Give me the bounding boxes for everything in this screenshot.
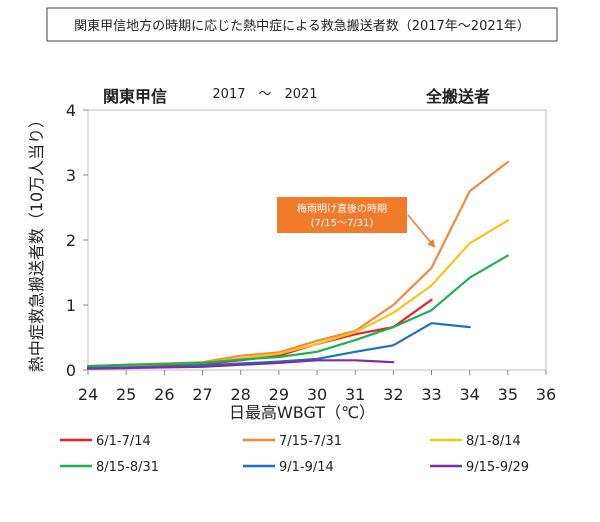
annotation: 梅雨明け直後の時期 (7/15～7/31) (277, 197, 436, 248)
y-tick-label: 0 (66, 361, 76, 380)
x-tick-label: 27 (192, 385, 212, 404)
legend-label-3: 8/1-8/14 (466, 434, 521, 449)
series-line-4 (86, 254, 509, 368)
series-lines (86, 160, 509, 370)
x-tick-label: 29 (269, 385, 289, 404)
legend-label-1: 6/1-7/14 (96, 434, 151, 449)
legend: 6/1-7/14 7/15-7/31 8/1-8/14 8/15-8/31 9/1-9/… (60, 434, 529, 475)
annotation-box (277, 197, 407, 233)
x-tick-label: 36 (536, 385, 556, 404)
x-tick-label: 25 (116, 385, 136, 404)
legend-label-5: 9/1-9/14 (279, 460, 334, 475)
x-tick-label: 30 (307, 385, 327, 404)
y-tick-label: 3 (66, 166, 76, 185)
x-tick-label: 31 (345, 385, 365, 404)
annotation-arrowhead (427, 239, 436, 248)
x-tick-label: 28 (230, 385, 250, 404)
series-line-2 (86, 160, 509, 368)
x-axis-title: 日最高WBGT（℃） (229, 403, 375, 422)
subtitle-region: 関東甲信 (103, 87, 167, 106)
y-tick-label: 2 (66, 231, 76, 250)
annotation-arrow (407, 214, 431, 243)
y-tick-label: 4 (66, 101, 76, 120)
title-box (46, 7, 558, 42)
series-line-5 (86, 322, 471, 370)
annotation-line1: 梅雨明け直後の時期 (297, 202, 387, 215)
series-line-6 (86, 359, 395, 370)
x-axis-ticks: 24 25 26 27 28 29 30 31 32 33 34 35 36 (78, 370, 556, 404)
x-tick-label: 33 (421, 385, 441, 404)
y-tick-label: 1 (66, 296, 76, 315)
x-tick-label: 35 (498, 385, 518, 404)
y-axis-ticks: 0 1 2 3 4 (66, 101, 88, 380)
x-tick-label: 34 (459, 385, 479, 404)
chart-title: 関東甲信地方の時期に応じた熱中症による救急搬送者数（2017年～2021年） (74, 18, 530, 34)
x-tick-label: 32 (383, 385, 403, 404)
annotation-line2: (7/15～7/31) (311, 218, 374, 229)
legend-label-4: 8/15-8/31 (96, 460, 159, 475)
legend-label-6: 9/15-9/29 (466, 460, 529, 475)
subtitle-years: 2017 ～ 2021 (212, 87, 317, 102)
x-tick-label: 26 (154, 385, 174, 404)
y-axis-title: 熱中症救急搬送者数（10万人当り） (27, 112, 46, 372)
subtitle-population: 全搬送者 (425, 87, 490, 106)
legend-label-2: 7/15-7/31 (279, 434, 342, 449)
x-tick-label: 24 (78, 385, 98, 404)
